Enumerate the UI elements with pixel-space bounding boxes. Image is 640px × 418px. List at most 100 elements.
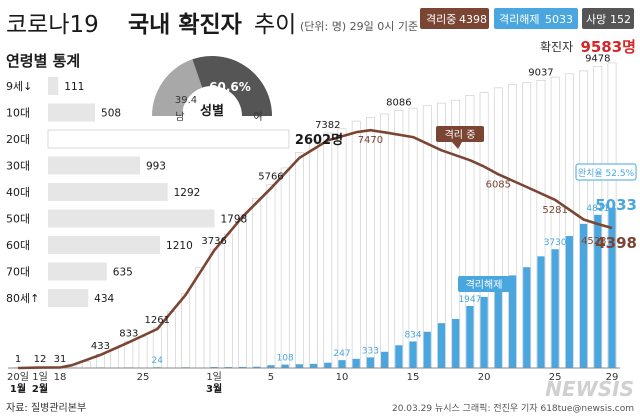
month-label: 1월 [10,383,26,395]
age-bar [47,129,290,149]
confirmed-bar [394,110,404,369]
confirmed-bar [138,336,148,369]
badge-released-label: 격리해제 [499,12,539,26]
confirmed-bar [337,128,347,369]
released-bar [309,363,318,368]
age-value-label: 993 [146,161,166,173]
confirmed-bar [238,214,247,369]
isolated-final-value: 4398 [595,234,637,252]
age-bar [48,103,96,122]
month-label: 3월 [206,383,222,395]
badge-released-value: 5033 [545,13,573,26]
released-bar [238,366,247,368]
age-category-label: 60대 [6,239,30,252]
trend-plot: 1 12 31 433 833 1261 3736 5766 7382 8086 9037 9478 2… [7,53,637,395]
age-value-label: 2602명 [295,132,343,148]
gender-male-label: 남 [175,111,184,123]
isolated-value-label: 7470 [358,135,383,146]
released-bar [508,275,517,368]
released-callout-label: 격리해제 [466,278,503,291]
confirmed-bar [124,341,134,369]
completion-rate-box [575,163,637,181]
released-bar [338,360,346,368]
released-value-label: 1947 [458,295,481,305]
confirmed-bar [323,132,333,369]
released-bar [579,223,588,368]
age-value-label: 635 [113,267,133,279]
age-value-label: 1210 [166,240,193,252]
total-value: 9583명 [580,38,636,56]
credit-line: 20.03.29 뉴시스 그래픽: 전진우 기자 618tue@newsis.c… [392,403,634,414]
released-bar [565,236,573,368]
confirmed-value-label: 31 [54,354,67,365]
age-category-label: 80세↑ [6,292,39,305]
released-value-label: 108 [277,354,294,364]
x-tick-label: 29 [606,372,619,383]
released-bar [281,364,289,368]
badge-isolated-label: 격리중 [426,13,456,26]
confirmed-value-label: 9478 [585,53,610,64]
confirmed-bar [408,107,418,369]
age-category-label: 9세↓ [6,80,32,93]
age-value-label: 1798 [220,214,247,226]
age-category-label: 20대 [6,133,30,146]
title-suffix: 추이 [254,12,296,38]
x-tick-label: 18 [54,372,67,383]
released-value-label: 4811 [586,204,609,214]
confirmed-bar [181,293,191,369]
released-bar [267,365,275,368]
released-value-label: 24 [152,356,164,366]
released-value-label: 3730 [544,238,567,248]
released-bar [381,351,389,368]
x-tick-label: 20 [478,372,491,383]
confirmed-bar [380,113,390,369]
isolated-callout-label: 격리 중 [445,128,476,141]
released-bar [253,366,261,368]
badge-death-value: 152 [610,13,631,26]
released-bar [423,331,431,368]
gender-male-value: 39.4 [175,95,197,106]
title-prefix: 코로나19 [6,12,99,38]
confirmed-value-label: 8086 [386,98,411,109]
released-bar [366,357,375,368]
age-bar [48,289,89,307]
source-note: 자료: 질병관리본부 [6,402,86,414]
released-value-label: 247 [333,349,350,359]
confirmed-value-label: 833 [119,328,138,339]
released-bar [437,323,446,368]
page-title: 국내 확진자 [128,12,242,38]
x-tick-label: 20일 [7,371,29,383]
confirmed-bar [81,361,91,369]
confirmed-bar [294,152,304,369]
confirmed-value-label: 5766 [258,171,283,182]
age-value-label: 434 [94,293,114,305]
confirmed-value-label: 1 [15,354,21,365]
released-bar [594,214,602,368]
newsis-watermark: NEWSIS [545,377,634,401]
x-tick-label: 25 [137,372,150,383]
x-tick-label: 5 [268,372,274,383]
gender-title: 성별 [200,103,224,119]
released-bar [409,341,417,368]
age-panel: 연령별 통계 9세↓ 111 10대 508 20대 2602명 30대 993 40대 1292… [6,52,343,307]
released-bar [324,362,332,368]
confirmed-value-label: 12 [34,354,47,365]
confirmed-bar [195,267,205,369]
x-tick-label: 25 [549,372,562,383]
released-bar [551,249,559,368]
isolated-value-label: 4523 [581,236,606,247]
isolated-value-label: 6085 [486,179,511,190]
confirmed-value-label: 433 [91,341,110,352]
x-tick-label: 1일 [32,371,48,383]
age-category-label: 40대 [6,186,30,199]
confirmed-bar [223,233,233,369]
released-final-value: 5033 [595,196,637,214]
age-category-label: 10대 [6,107,30,120]
header: 코로나19 국내 확진자 추이 (단위: 명) 29일 0시 기준 격리중 43… [6,8,636,56]
unit-note: (단위: 명) 29일 0시 기준 [300,19,418,33]
confirmed-bar [280,167,290,369]
age-bar [48,236,161,254]
released-bar [494,284,502,368]
gender-female-arc [192,55,272,116]
